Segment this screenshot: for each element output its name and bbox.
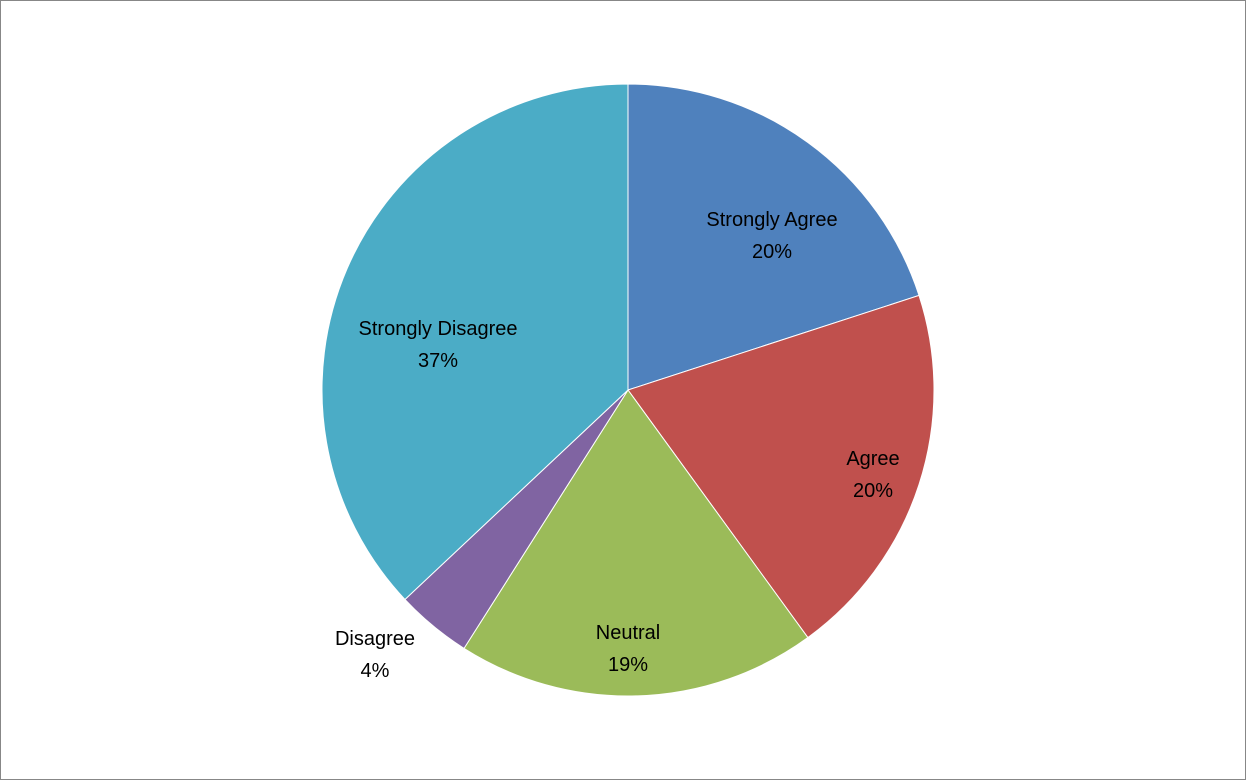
pie-slice-neutral	[463, 389, 809, 697]
pie-slices	[321, 83, 935, 697]
pie-slice-strongly-agree	[627, 83, 920, 391]
slice-label-percent: 37%	[418, 350, 458, 372]
slice-label-percent: 19%	[608, 654, 648, 676]
pie-slice-agree	[627, 294, 935, 639]
slice-label-category: Neutral	[596, 622, 660, 644]
slice-label-category: Disagree	[335, 628, 415, 650]
slice-label-percent: 20%	[853, 480, 893, 502]
slice-label-percent: 20%	[752, 241, 792, 263]
slice-label-category: Strongly Agree	[706, 209, 837, 231]
slice-label-category: Agree	[846, 448, 899, 470]
pie-slice-strongly-disagree	[321, 83, 629, 601]
slice-label-category: Strongly Disagree	[359, 318, 518, 340]
slice-label-percent: 4%	[361, 660, 390, 682]
pie-labels: Strongly Agree 20% Agree 20% Neutral 19% Disag…	[335, 209, 900, 682]
